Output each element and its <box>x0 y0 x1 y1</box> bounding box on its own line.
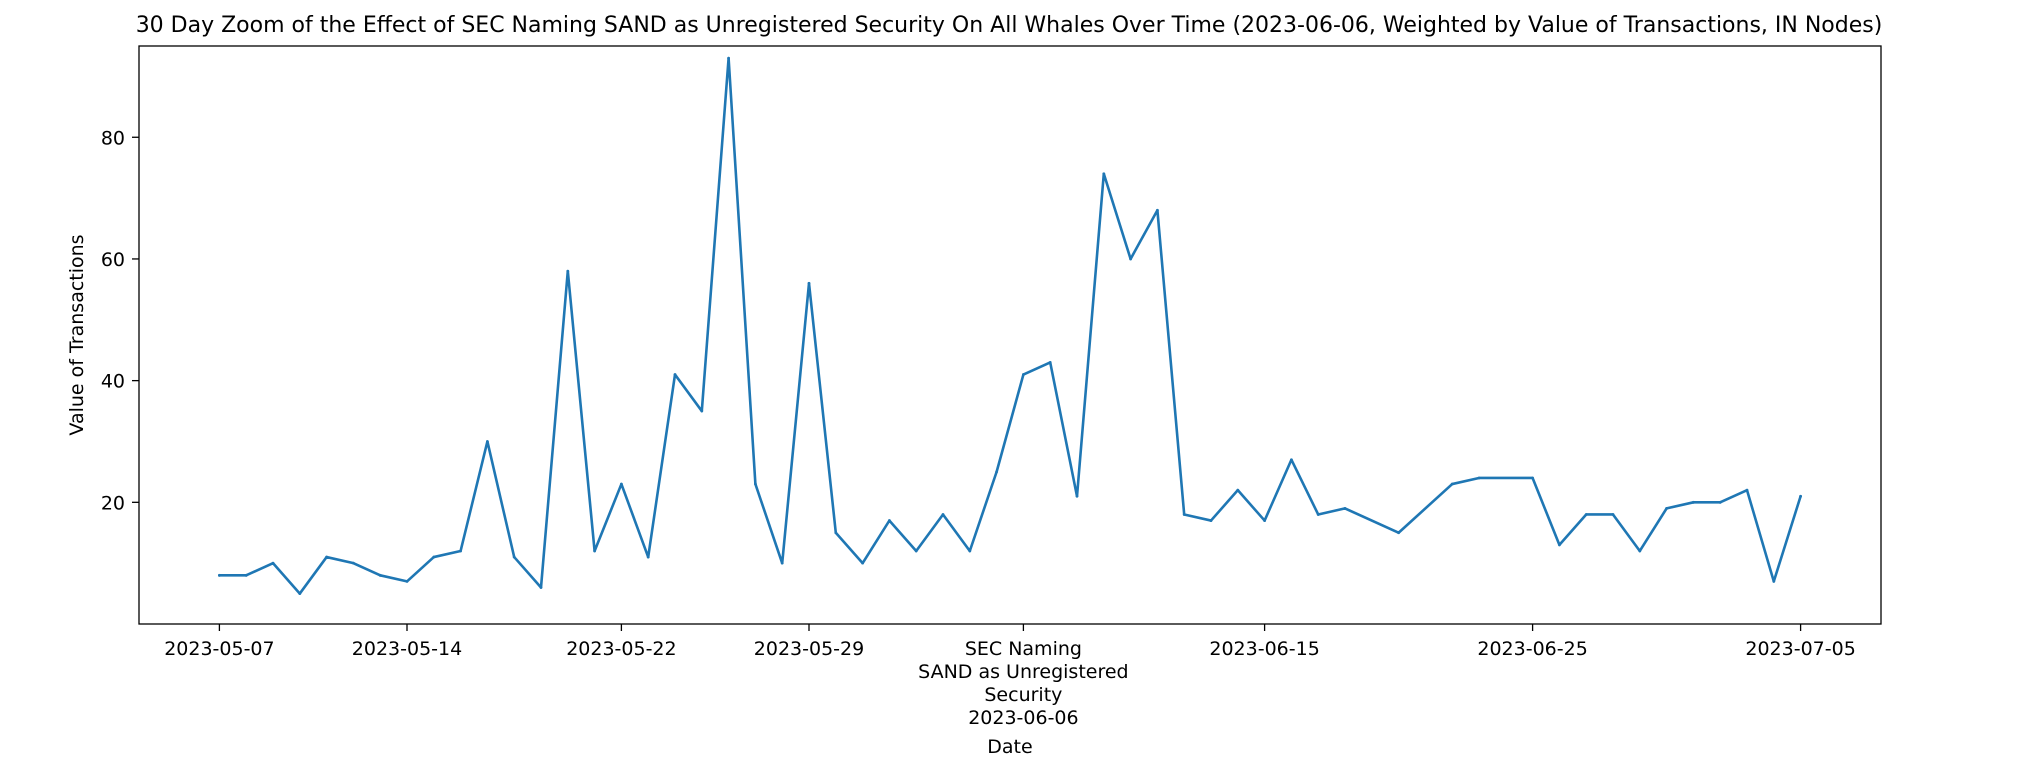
data-point <box>218 573 221 577</box>
x-tick-label-line: 2023-07-05 <box>1745 638 1855 660</box>
x-tick-label-line: 2023-06-06 <box>968 707 1078 729</box>
data-point <box>405 580 409 583</box>
x-tick-label-line: Security <box>984 684 1062 706</box>
data-point <box>1102 172 1106 176</box>
data-point <box>1531 476 1534 480</box>
data-point <box>1075 494 1079 498</box>
data-point <box>941 513 945 516</box>
data-point <box>1477 476 1481 480</box>
data-point <box>459 549 462 553</box>
data-point <box>539 586 543 589</box>
data-point <box>995 470 998 474</box>
data-point <box>1236 488 1240 492</box>
x-tick-label-line: 2023-06-25 <box>1477 638 1587 660</box>
x-tick-label: 2023-07-05 <box>1745 638 1855 660</box>
data-point <box>1156 208 1159 212</box>
data-point <box>298 592 302 595</box>
data-point <box>1450 482 1454 486</box>
x-tick-label-line: 2023-05-29 <box>754 638 864 660</box>
data-point <box>780 561 784 565</box>
data-point <box>1611 513 1615 516</box>
data-point <box>646 555 650 559</box>
x-tick-label-line: 2023-05-07 <box>164 638 274 660</box>
data-point <box>566 269 570 273</box>
x-tick-label-line: SAND as Unregistered <box>918 661 1128 683</box>
data-point <box>244 573 248 577</box>
data-point <box>1209 519 1213 522</box>
plot-area: 2023-05-07 2023-05-14 2023-05-22 2023-05-29… <box>101 45 1882 729</box>
x-tick-label-line: 2023-06-15 <box>1209 638 1319 660</box>
y-tick-label: 60 <box>101 249 125 271</box>
data-point <box>1638 549 1642 553</box>
x-tick-label-line: 2023-05-22 <box>566 638 676 660</box>
data-point <box>888 519 891 522</box>
data-point <box>378 573 382 577</box>
data-point <box>432 555 436 559</box>
x-axis-label: Date <box>987 736 1032 758</box>
data-point <box>352 561 355 565</box>
data-point <box>807 281 811 285</box>
data-point <box>1290 458 1293 462</box>
data-point <box>1799 494 1802 498</box>
data-point <box>1718 500 1722 504</box>
y-axis: 20 40 60 80 <box>101 127 139 514</box>
data-point <box>727 56 730 60</box>
data-point <box>754 482 757 486</box>
data-point <box>1182 513 1186 516</box>
x-tick-label: 2023-06-15 <box>1209 638 1319 660</box>
x-tick-label-line: 2023-05-14 <box>352 638 462 660</box>
x-tick-label: SEC Naming SAND as Unregistered Security 20… <box>918 638 1128 729</box>
data-point <box>1048 360 1052 364</box>
data-point <box>1665 507 1668 510</box>
y-tick-label: 40 <box>101 371 125 393</box>
data-point <box>271 561 275 565</box>
data-point <box>861 561 864 565</box>
data-point <box>1584 513 1588 516</box>
x-tick-label: 2023-05-07 <box>164 638 274 660</box>
series-layer <box>218 56 1802 595</box>
data-point <box>620 482 623 486</box>
data-point <box>1558 543 1561 547</box>
data-point <box>325 555 328 559</box>
data-point <box>486 440 489 443</box>
x-tick-label: 2023-05-22 <box>566 638 676 660</box>
x-tick-label-line: SEC Naming <box>965 638 1082 660</box>
data-point <box>673 373 677 376</box>
x-tick-label: 2023-06-25 <box>1477 638 1587 660</box>
data-point <box>1316 513 1320 516</box>
data-point <box>512 555 516 559</box>
data-point <box>593 549 596 553</box>
data-point <box>1772 580 1776 583</box>
data-point <box>1397 531 1400 535</box>
data-point <box>1129 257 1132 261</box>
data-point <box>700 409 704 413</box>
x-tick-label: 2023-05-14 <box>352 638 462 660</box>
x-tick-label: 2023-05-29 <box>754 638 864 660</box>
data-point <box>1263 519 1266 522</box>
y-tick-label: 20 <box>101 492 125 514</box>
data-point <box>968 549 972 553</box>
data-point <box>834 531 838 535</box>
y-tick-label: 80 <box>101 127 125 149</box>
x-axis: 2023-05-07 2023-05-14 2023-05-22 2023-05-29… <box>164 624 1856 729</box>
data-point <box>1692 500 1695 504</box>
data-point <box>914 549 918 553</box>
data-point <box>1343 507 1347 510</box>
y-axis-label: Value of Transactions <box>66 234 88 435</box>
chart-title: 30 Day Zoom of the Effect of SEC Naming … <box>136 13 1883 38</box>
data-point <box>1745 488 1749 492</box>
plot-frame <box>138 45 1882 625</box>
data-point <box>1022 373 1025 376</box>
